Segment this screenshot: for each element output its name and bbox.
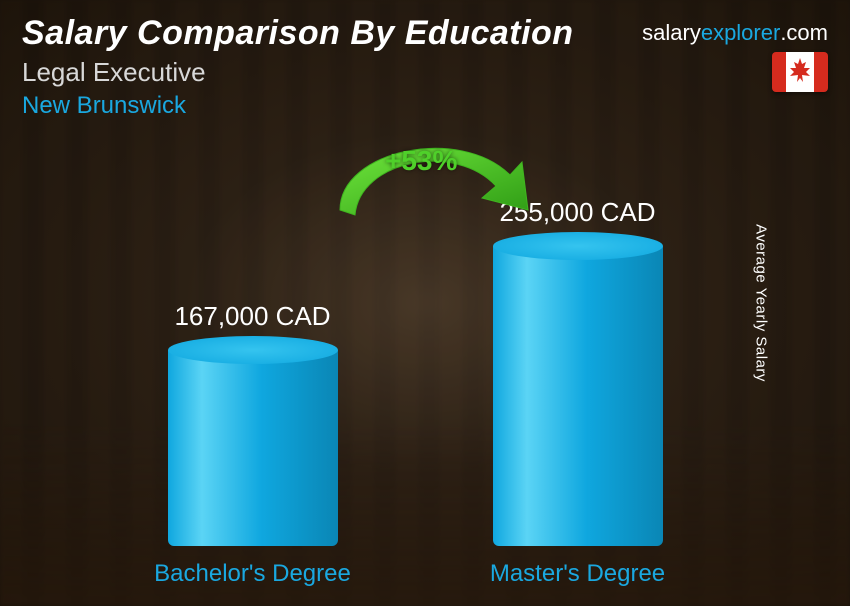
y-axis-label: Average Yearly Salary (753, 224, 770, 382)
bar-front (493, 246, 663, 546)
watermark: salaryexplorer.com (642, 20, 828, 46)
bar (493, 246, 663, 546)
watermark-suffix: .com (780, 20, 828, 45)
page-title: Salary Comparison By Education (22, 14, 574, 53)
bar-value: 167,000 CAD (174, 301, 330, 332)
bar-label: Bachelor's Degree (123, 560, 383, 588)
subtitle: Legal Executive (22, 57, 574, 88)
watermark-accent: explorer (701, 20, 780, 45)
delta-arrow-icon (320, 120, 540, 240)
bar-top (168, 336, 338, 364)
canada-flag-icon (772, 52, 828, 92)
location: New Brunswick (22, 92, 574, 120)
bar-front (168, 350, 338, 546)
bar-group: 167,000 CAD (168, 301, 338, 546)
bar-group: 255,000 CAD (493, 197, 663, 546)
bar (168, 350, 338, 546)
delta-badge: +53% (385, 145, 457, 177)
bar-label: Master's Degree (448, 560, 708, 588)
watermark-prefix: salary (642, 20, 701, 45)
